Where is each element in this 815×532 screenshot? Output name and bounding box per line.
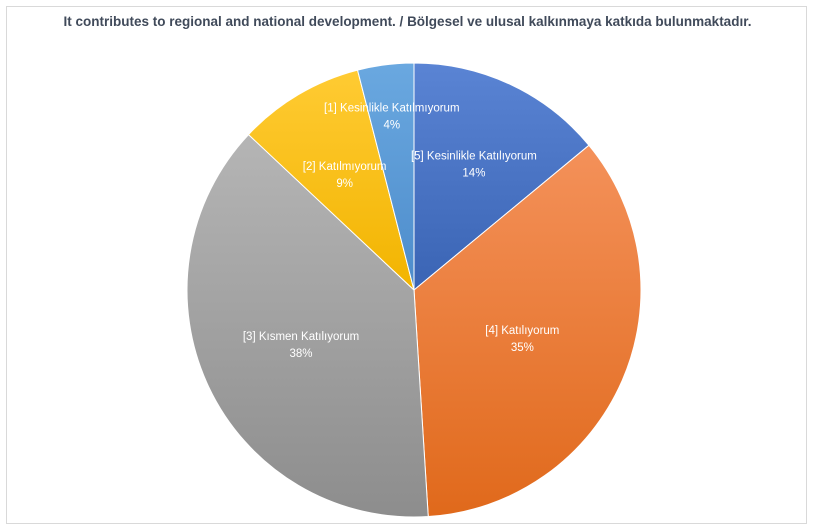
slice-name-label: [4] Katılıyorum: [485, 325, 559, 337]
slice-name-label: [5] Kesinlikle Katılıyorum: [411, 151, 537, 163]
pie-slice: [413, 62, 590, 292]
pie-slice: [247, 69, 415, 292]
pie-slice: [413, 144, 642, 518]
pie-slice: [356, 62, 415, 291]
chart-title: It contributes to regional and national …: [63, 14, 752, 29]
slice-percent-label: 14%: [462, 168, 485, 180]
slice-name-label: [2] Katılmıyorum: [303, 161, 387, 173]
pie-slice: [186, 133, 429, 518]
slice-percent-label: 9%: [336, 178, 353, 190]
slice-name-label: [3] Kısmen Katılıyorum: [243, 331, 359, 343]
slice-percent-label: 4%: [383, 119, 400, 131]
slice-percent-label: 38%: [290, 348, 313, 360]
slice-name-label: [1] Kesinlikle Katılmıyorum: [324, 102, 460, 114]
slice-percent-label: 35%: [511, 342, 534, 354]
